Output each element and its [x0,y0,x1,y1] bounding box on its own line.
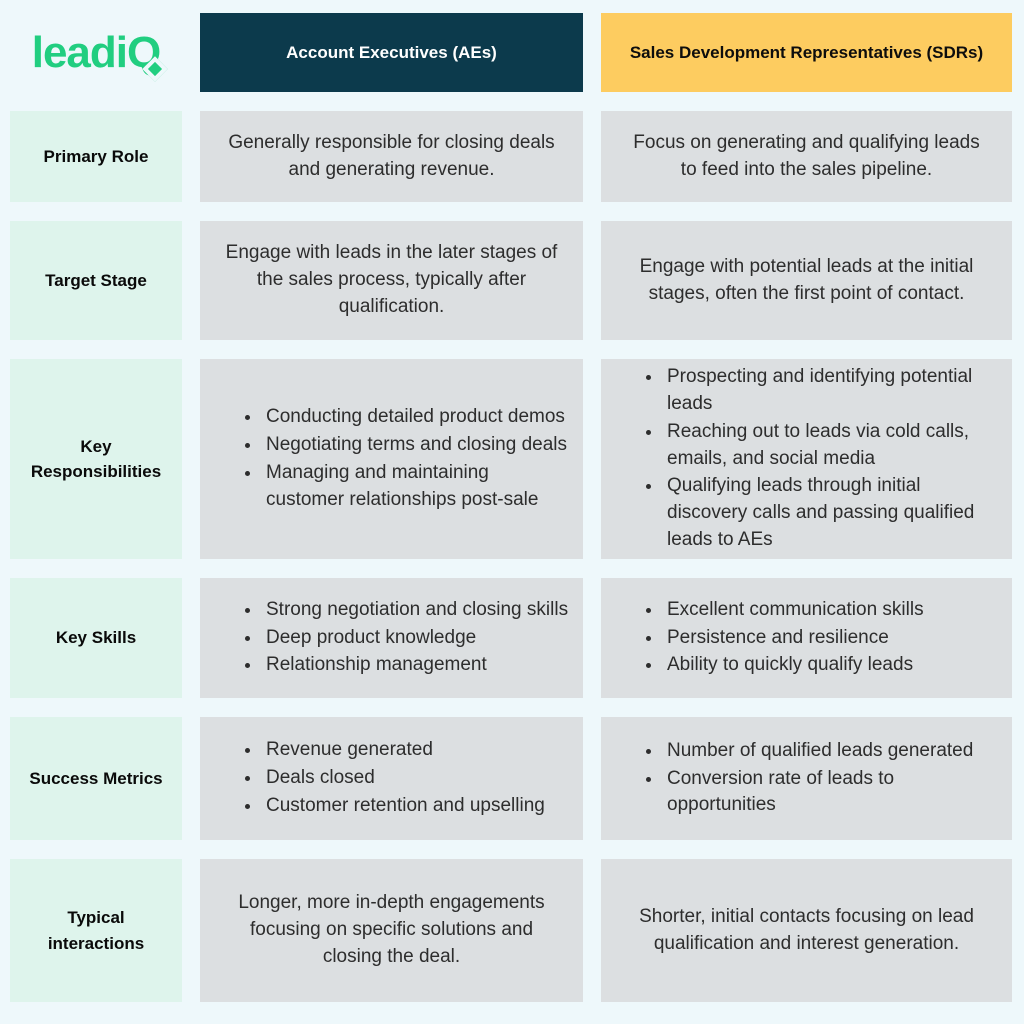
bullet-item: Conducting detailed product demos [262,404,571,431]
row-label-typical-interactions: Typical interactions [10,859,182,1002]
logo-q-mark: Q [127,28,168,82]
bullet-list: Prospecting and identifying potential le… [601,363,1012,556]
leadiq-logo: leadiQ [31,27,168,82]
sdr-cell-success-metrics: Number of qualified leads generatedConve… [601,717,1012,840]
bullet-item: Negotiating terms and closing deals [262,432,571,459]
sdr-cell-typical-interactions: Shorter, initial contacts focusing on le… [601,859,1012,1002]
bullet-item: Strong negotiation and closing skills [262,597,568,624]
bullet-item: Conversion rate of leads to opportunitie… [663,766,1000,820]
bullet-item: Deals closed [262,765,545,792]
bullet-item: Excellent communication skills [663,597,924,624]
row-label-key-responsibilities: Key Responsibilities [10,359,182,559]
bullet-list: Strong negotiation and closing skillsDee… [200,596,580,681]
cell-text: Engage with leads in the later stages of… [225,242,558,317]
cell-text: Focus on generating and qualifying leads… [633,131,980,180]
sdr-cell-key-skills: Excellent communication skillsPersistenc… [601,578,1012,698]
bullet-item: Customer retention and upselling [262,793,545,820]
ae-cell-target-stage: Engage with leads in the later stages of… [200,221,583,340]
ae-cell-key-responsibilities: Conducting detailed product demosNegotia… [200,359,583,559]
bullet-item: Number of qualified leads generated [663,738,1000,765]
row-label-key-skills: Key Skills [10,578,182,698]
bullet-list: Conducting detailed product demosNegotia… [200,403,583,515]
comparison-table: leadiQ Account Executives (AEs) Sales De… [0,0,1024,1002]
cell-text: Generally responsible for closing deals … [228,131,555,180]
logo-text-leadi: leadi [31,27,128,77]
ae-cell-success-metrics: Revenue generatedDeals closedCustomer re… [200,717,583,840]
bullet-item: Persistence and resilience [663,625,924,652]
bullet-item: Relationship management [262,652,568,679]
bullet-list: Number of qualified leads generatedConve… [601,737,1012,821]
bullet-item: Reaching out to leads via cold calls, em… [663,419,1000,473]
bullet-item: Prospecting and identifying potential le… [663,364,1000,418]
bullet-item: Deep product knowledge [262,625,568,652]
bullet-item: Managing and maintaining customer relati… [262,460,571,514]
row-label-primary-role: Primary Role [10,111,182,202]
column-header-sdrs: Sales Development Representatives (SDRs) [601,13,1012,92]
sdr-cell-primary-role: Focus on generating and qualifying leads… [601,111,1012,202]
ae-cell-primary-role: Generally responsible for closing deals … [200,111,583,202]
cell-text: Longer, more in-depth engagements focusi… [238,892,545,967]
sdr-cell-key-responsibilities: Prospecting and identifying potential le… [601,359,1012,559]
cell-text: Engage with potential leads at the initi… [639,255,974,304]
bullet-list: Excellent communication skillsPersistenc… [601,596,936,681]
ae-cell-typical-interactions: Longer, more in-depth engagements focusi… [200,859,583,1002]
bullet-item: Qualifying leads through initial discove… [663,473,1000,554]
sdr-cell-target-stage: Engage with potential leads at the initi… [601,221,1012,340]
row-label-target-stage: Target Stage [10,221,182,340]
bullet-list: Revenue generatedDeals closedCustomer re… [200,736,557,821]
bullet-item: Revenue generated [262,737,545,764]
row-label-success-metrics: Success Metrics [10,717,182,840]
cell-text: Shorter, initial contacts focusing on le… [639,905,974,954]
bullet-item: Ability to quickly qualify leads [663,652,924,679]
logo: leadiQ [10,13,182,92]
ae-cell-key-skills: Strong negotiation and closing skillsDee… [200,578,583,698]
column-header-account-executives: Account Executives (AEs) [200,13,583,92]
